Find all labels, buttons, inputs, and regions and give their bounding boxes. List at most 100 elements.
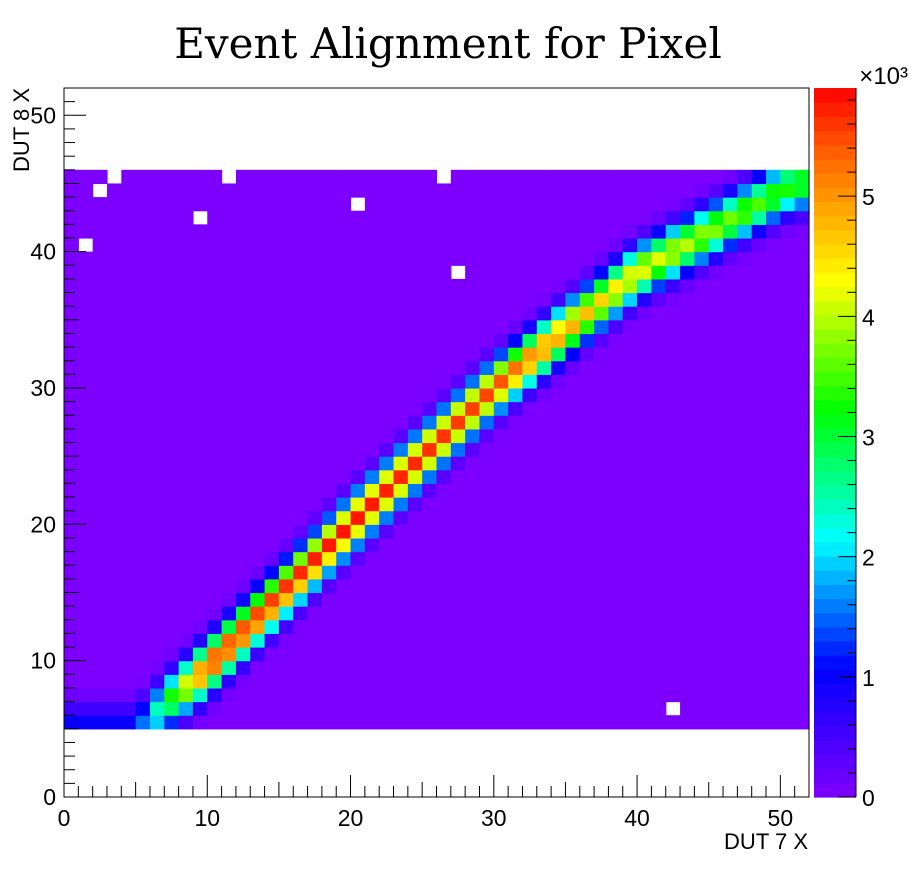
heatmap-bin xyxy=(336,687,352,703)
heatmap-bin xyxy=(121,251,137,266)
heatmap-bin xyxy=(64,387,79,403)
heatmap-bin xyxy=(766,224,781,239)
heatmap-bin xyxy=(336,415,352,430)
heatmap-bin xyxy=(135,401,151,416)
heatmap-bin xyxy=(364,497,380,512)
heatmap-bin xyxy=(106,347,122,362)
heatmap-bin xyxy=(465,606,481,621)
heatmap-bin xyxy=(565,442,581,457)
heatmap-bin xyxy=(221,674,237,689)
heatmap-bin xyxy=(708,265,724,280)
heatmap-bin xyxy=(493,292,509,307)
heatmap-bin xyxy=(106,428,122,444)
heatmap-bin xyxy=(350,647,366,662)
heatmap-bin xyxy=(207,456,223,471)
heatmap-bin xyxy=(450,565,466,580)
heatmap-bin xyxy=(178,537,194,553)
heatmap-bin xyxy=(135,442,151,457)
heatmap-bin xyxy=(436,592,452,607)
heatmap-bin xyxy=(450,401,466,416)
heatmap-bin xyxy=(651,387,667,403)
heatmap-bin xyxy=(651,278,667,294)
heatmap-bin xyxy=(164,210,180,225)
heatmap-bin xyxy=(680,524,695,539)
heatmap-bin xyxy=(680,592,695,607)
heatmap-bin xyxy=(407,183,423,198)
heatmap-bin xyxy=(250,347,266,362)
heatmap-bin xyxy=(350,265,366,280)
heatmap-bin xyxy=(794,551,810,566)
heatmap-bin xyxy=(594,647,610,662)
heatmap-bin xyxy=(164,633,180,648)
heatmap-bin xyxy=(665,278,681,294)
color-scale-step xyxy=(814,357,856,373)
heatmap-bin xyxy=(422,197,438,212)
heatmap-bin xyxy=(407,265,423,280)
heatmap-bin xyxy=(307,197,323,212)
heatmap-bin xyxy=(121,278,137,294)
heatmap-bin xyxy=(221,401,237,416)
heatmap-bin xyxy=(135,510,151,525)
heatmap-bin xyxy=(622,333,638,348)
heatmap-bin xyxy=(178,524,194,539)
heatmap-bin xyxy=(422,606,438,621)
heatmap-bin xyxy=(436,374,452,389)
heatmap-bin xyxy=(207,374,223,389)
heatmap-bin xyxy=(579,647,595,662)
heatmap-bin xyxy=(608,469,624,484)
heatmap-bin xyxy=(751,510,767,525)
heatmap-bin xyxy=(708,606,724,621)
heatmap-bin xyxy=(680,497,695,512)
heatmap-bin xyxy=(479,292,495,307)
heatmap-bin xyxy=(293,347,309,362)
heatmap-bin xyxy=(565,647,581,662)
heatmap-bin xyxy=(737,278,753,294)
heatmap-bin xyxy=(106,333,122,348)
heatmap-bin xyxy=(780,551,796,566)
heatmap-bin xyxy=(708,456,724,471)
heatmap-bin xyxy=(522,565,538,580)
heatmap-bin xyxy=(149,374,165,389)
heatmap-bin xyxy=(278,265,294,280)
heatmap-bin xyxy=(579,456,595,471)
heatmap-bin xyxy=(651,333,667,348)
heatmap-bin xyxy=(307,428,323,444)
heatmap-bin xyxy=(794,237,810,253)
heatmap-bin xyxy=(751,551,767,566)
heatmap-bin xyxy=(723,387,738,403)
heatmap-bin xyxy=(178,360,194,375)
heatmap-bin xyxy=(751,319,767,335)
x-tick-label: 0 xyxy=(58,805,71,831)
heatmap-bin xyxy=(536,415,552,430)
heatmap-bin xyxy=(207,183,223,198)
heatmap-bin xyxy=(608,319,624,335)
heatmap-bin xyxy=(680,387,695,403)
heatmap-bin xyxy=(207,592,223,607)
heatmap-bin xyxy=(608,592,624,607)
heatmap-bin xyxy=(551,469,567,484)
heatmap-bin xyxy=(278,387,294,403)
x-tick-label: 10 xyxy=(194,805,220,831)
heatmap-bin xyxy=(164,497,180,512)
heatmap-bin xyxy=(78,401,94,416)
heatmap-bin xyxy=(450,306,466,321)
heatmap-bin xyxy=(694,565,710,580)
heatmap-bin xyxy=(364,469,380,484)
heatmap-bin xyxy=(450,551,466,566)
heatmap-bin xyxy=(637,374,653,389)
z-tick-label: 4 xyxy=(862,304,875,330)
heatmap-bin xyxy=(121,510,137,525)
heatmap-bin xyxy=(522,701,538,716)
heatmap-bin xyxy=(207,660,223,675)
heatmap-bin xyxy=(551,674,567,689)
heatmap-bin xyxy=(694,210,710,225)
heatmap-bin xyxy=(407,319,423,335)
heatmap-bin xyxy=(192,251,208,266)
heatmap-bin xyxy=(293,251,309,266)
heatmap-bin xyxy=(164,278,180,294)
heatmap-bin xyxy=(565,251,581,266)
heatmap-bin xyxy=(321,633,337,648)
heatmap-bin xyxy=(106,360,122,375)
heatmap-bin xyxy=(393,224,409,239)
heatmap-bin xyxy=(250,251,266,266)
